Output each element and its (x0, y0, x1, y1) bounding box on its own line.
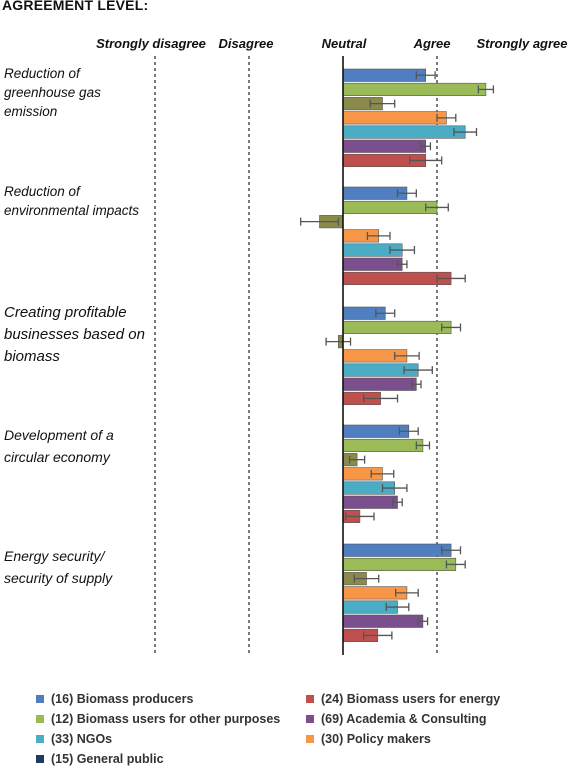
legend-swatch (36, 735, 44, 743)
bar (342, 139, 427, 153)
bar (342, 111, 447, 125)
scale-label-strongly-agree: Strongly agree (476, 36, 568, 51)
bar (342, 614, 424, 628)
group-label-environment: Reduction of environmental impacts (4, 184, 140, 218)
bar (342, 438, 424, 453)
legend-label: (16) Biomass producers (51, 692, 194, 706)
bar (342, 557, 457, 572)
scale-label-strongly-disagree: Strongly disagree (96, 36, 206, 51)
legend-item-policy-makers: (30) Policy makers (306, 732, 431, 746)
bar (342, 257, 403, 271)
legend: (16) Biomass producers (24) Biomass user… (0, 690, 569, 768)
legend-swatch (36, 755, 44, 763)
bar (342, 200, 438, 214)
scale-label-agree: Agree (413, 36, 451, 51)
group-label-circular: Development of a circular economy (4, 427, 114, 465)
legend-item-ngos: (33) NGOs (36, 732, 112, 746)
legend-label: (24) Biomass users for energy (321, 692, 501, 706)
bar (342, 271, 452, 286)
legend-item-general-public: (15) General public (36, 752, 164, 766)
bar (342, 125, 466, 139)
legend-label: (69) Academia & Consulting (321, 712, 487, 726)
bar (342, 543, 452, 557)
legend-item-biomass-users-energy: (24) Biomass users for energy (306, 692, 500, 706)
bar (342, 68, 427, 82)
legend-label: (12) Biomass users for other purposes (51, 712, 281, 726)
chart-plot (154, 56, 495, 655)
legend-item-academia: (69) Academia & Consulting (306, 712, 487, 726)
legend-swatch (36, 695, 44, 703)
legend-swatch (306, 735, 314, 743)
bar (342, 82, 487, 96)
scale-label-disagree: Disagree (218, 36, 274, 51)
legend-swatch (306, 695, 314, 703)
group-label-energy-security: Energy security/ security of supply (4, 548, 113, 586)
bar (342, 320, 452, 335)
group-label-profitable: Creating profitable businesses based on … (4, 304, 145, 365)
legend-swatch (36, 715, 44, 723)
scale-label-neutral: Neutral (321, 36, 367, 51)
group-label-ghg: Reduction of greenhouse gas emission (4, 66, 101, 119)
bar (342, 377, 417, 391)
legend-label: (15) General public (51, 752, 164, 766)
legend-item-biomass-producers: (16) Biomass producers (36, 692, 193, 706)
legend-label: (33) NGOs (51, 732, 113, 746)
chart-title: AGREEMENT LEVEL: (2, 0, 149, 13)
legend-item-biomass-users-other: (12) Biomass users for other purposes (36, 712, 280, 726)
legend-label: (30) Policy makers (321, 732, 431, 746)
legend-swatch (306, 715, 314, 723)
bar (342, 495, 398, 509)
